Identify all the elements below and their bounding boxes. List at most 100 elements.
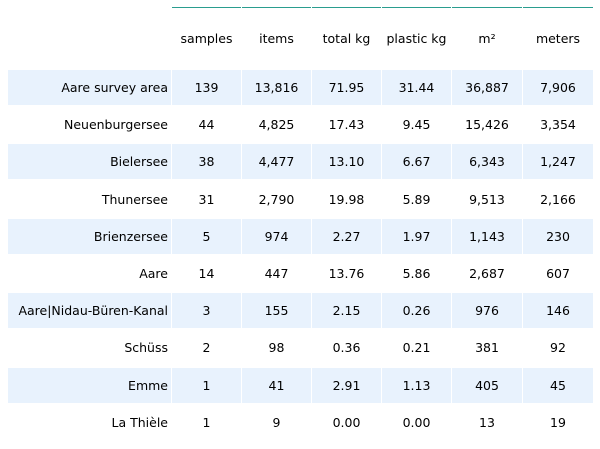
- table-cell: 9.45: [402, 117, 431, 133]
- column-divider: [171, 144, 172, 180]
- row-label: Aare: [139, 266, 168, 281]
- column-divider: [451, 404, 452, 440]
- table-cell: 0.36: [332, 340, 361, 356]
- table-cell: 1,143: [469, 228, 505, 244]
- column-divider: [522, 404, 523, 440]
- table-cell: 2.91: [332, 377, 361, 393]
- row-label: Emme: [128, 377, 168, 393]
- column-header: meters: [535, 31, 581, 46]
- column-divider: [171, 404, 172, 440]
- table-cell: 2: [202, 340, 211, 356]
- table-cell: 41: [268, 377, 285, 393]
- table-cell: 31.44: [398, 80, 435, 95]
- column-divider: [241, 218, 242, 254]
- column-divider: [311, 256, 312, 291]
- header-rule: [452, 7, 522, 8]
- column-divider: [311, 144, 312, 180]
- column-divider: [311, 70, 312, 105]
- column-divider: [311, 181, 312, 217]
- column-divider: [522, 70, 523, 105]
- column-divider: [522, 256, 523, 291]
- column-divider: [381, 256, 382, 291]
- column-divider: [241, 330, 242, 366]
- column-divider: [381, 330, 382, 366]
- column-divider: [241, 144, 242, 180]
- column-divider: [381, 70, 382, 105]
- row-label: Schüss: [124, 340, 168, 356]
- table-row: Schüss 2 98 0.36 0.21 381 92: [8, 330, 593, 366]
- table-cell: 19.98: [328, 191, 365, 207]
- table-cell: 2.15: [332, 303, 361, 319]
- column-divider: [451, 70, 452, 105]
- column-divider: [451, 218, 452, 254]
- table-cell: 5.89: [402, 191, 431, 207]
- table-cell: 6.67: [402, 154, 431, 170]
- table-cell: 13.76: [328, 266, 365, 281]
- table-cell: 98: [268, 340, 285, 356]
- table-cell: 31: [198, 191, 215, 207]
- row-label: Thunersee: [101, 191, 168, 207]
- column-divider: [241, 404, 242, 440]
- column-header: m²: [478, 31, 496, 46]
- column-divider: [241, 367, 242, 403]
- column-divider: [522, 144, 523, 180]
- column-divider: [522, 330, 523, 366]
- column-divider: [171, 181, 172, 217]
- table-row: Aare 14 447 13.76 5.86 2,687 607: [8, 256, 593, 291]
- table-cell: 36,887: [465, 80, 509, 95]
- table-cell: 1: [202, 377, 211, 393]
- column-divider: [522, 107, 523, 143]
- column-divider: [241, 256, 242, 291]
- table-cell: 14: [198, 266, 215, 281]
- column-divider: [451, 181, 452, 217]
- column-divider: [241, 70, 242, 105]
- column-divider: [522, 218, 523, 254]
- column-divider: [241, 293, 242, 329]
- table-cell: 0.21: [402, 340, 431, 356]
- column-divider: [171, 218, 172, 254]
- column-divider: [522, 367, 523, 403]
- column-divider: [381, 218, 382, 254]
- column-divider: [171, 256, 172, 291]
- table-cell: 155: [264, 303, 289, 319]
- table-cell: 4,825: [258, 117, 295, 133]
- column-divider: [451, 293, 452, 329]
- column-divider: [381, 144, 382, 180]
- table-cell: 976: [475, 303, 499, 319]
- table-cell: 405: [475, 377, 499, 393]
- table-cell: 6,343: [469, 154, 505, 170]
- column-divider: [311, 107, 312, 143]
- table-cell: 4,477: [258, 154, 295, 170]
- column-divider: [451, 144, 452, 180]
- table-cell: 447: [264, 266, 289, 281]
- row-label: Aare survey area: [61, 80, 168, 95]
- header-rule: [382, 7, 451, 8]
- column-divider: [381, 367, 382, 403]
- table-cell: 13.10: [328, 154, 365, 170]
- column-divider: [451, 330, 452, 366]
- table-cell: 7,906: [540, 80, 576, 95]
- column-divider: [241, 181, 242, 217]
- table-cell: 44: [198, 117, 215, 133]
- table-cell: 1.97: [402, 228, 431, 244]
- column-divider: [171, 293, 172, 329]
- table-cell: 0.26: [402, 303, 431, 319]
- row-label: Bielersee: [110, 154, 168, 170]
- table-cell: 230: [546, 228, 570, 244]
- table-cell: 9,513: [469, 191, 505, 207]
- table-cell: 38: [198, 154, 215, 170]
- table-row: Brienzersee 5 974 2.27 1.97 1,143 230: [8, 218, 593, 254]
- column-divider: [451, 107, 452, 143]
- column-divider: [311, 293, 312, 329]
- table-cell: 1: [202, 414, 211, 430]
- table-row: Aare|Nidau-Büren-Kanal 3 155 2.15 0.26 976 146: [8, 293, 593, 329]
- table-cell: 974: [264, 228, 289, 244]
- column-divider: [311, 218, 312, 254]
- table-cell: 9: [272, 414, 281, 430]
- table-cell: 2,790: [258, 191, 295, 207]
- table-cell: 607: [546, 266, 570, 281]
- row-label: Neuenburgersee: [63, 117, 168, 133]
- table-row: Thunersee 31 2,790 19.98 5.89 9,513 2,166: [8, 181, 593, 217]
- table-cell: 3,354: [540, 117, 576, 133]
- table-cell: 3: [202, 303, 211, 319]
